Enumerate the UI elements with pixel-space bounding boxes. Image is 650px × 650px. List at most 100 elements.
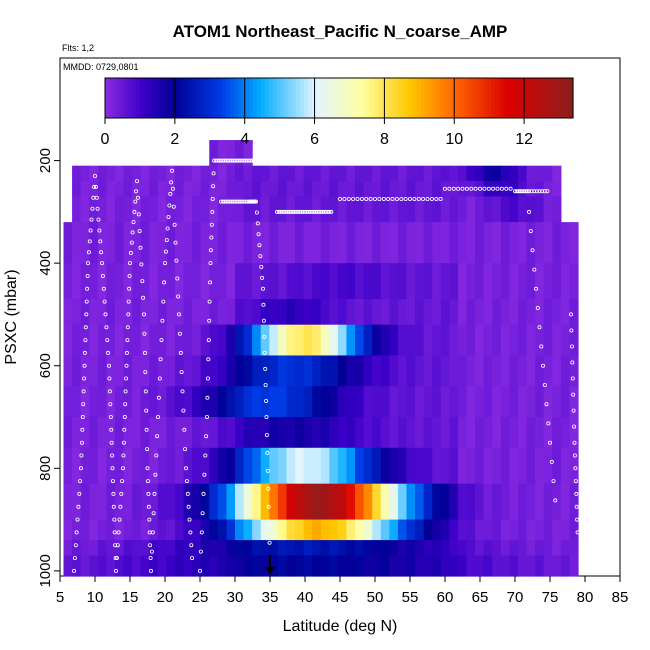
heat-cell (457, 263, 468, 300)
heat-cell (123, 324, 133, 357)
heat-cell (174, 181, 185, 198)
track-point (179, 370, 184, 375)
heat-cell (157, 447, 168, 485)
heat-cell (97, 196, 107, 223)
heat-cell (183, 324, 193, 357)
heat-cell (157, 555, 168, 577)
heat-cell (72, 196, 82, 223)
heat-cell (517, 299, 528, 326)
heat-cell (235, 324, 245, 357)
heat-cell (312, 299, 322, 326)
track-point (482, 186, 487, 191)
heat-cell (415, 181, 425, 198)
heat-cell (492, 181, 502, 198)
track-point (99, 250, 104, 255)
heat-cell (337, 222, 348, 264)
heat-cell (535, 540, 545, 557)
track-point (532, 189, 537, 194)
colorbar-segment (214, 78, 219, 118)
heat-cell (174, 447, 185, 485)
heat-cell (174, 540, 185, 557)
track-point (114, 556, 119, 561)
heat-cell (260, 222, 270, 264)
heat-cell (114, 181, 125, 198)
heat-cell (389, 519, 399, 541)
track-point (469, 186, 474, 191)
heat-cell (337, 181, 348, 198)
heat-cell (440, 447, 450, 485)
track-point (136, 212, 141, 217)
heat-cell (483, 483, 493, 521)
heat-cell (466, 447, 476, 485)
colorbar-segment (569, 78, 574, 118)
heat-cell (466, 355, 476, 387)
heat-cell (449, 447, 459, 485)
heat-cell (500, 222, 510, 264)
track-point (161, 299, 166, 304)
heat-cell (449, 263, 459, 300)
heat-cell (200, 222, 210, 264)
track-point (148, 543, 153, 548)
heat-cell (269, 355, 279, 387)
heat-cell (140, 483, 150, 521)
heat-cell (192, 299, 202, 326)
track-point (98, 239, 103, 244)
track-point (124, 350, 129, 355)
heat-cell (226, 263, 236, 300)
heat-cell (337, 417, 348, 449)
heat-cell (449, 555, 459, 577)
heat-cell (363, 196, 373, 223)
track-point (252, 158, 257, 163)
track-point (416, 196, 421, 201)
colorbar-segment (545, 78, 551, 118)
heat-cell (320, 540, 330, 557)
heat-cell (72, 519, 82, 541)
track-point (110, 479, 115, 484)
colorbar-tick-label: 10 (445, 131, 463, 148)
heat-cell (286, 196, 296, 223)
heat-cell (363, 299, 373, 326)
heat-cell (192, 263, 202, 300)
colorbar-segment (194, 78, 200, 118)
colorbar-segment (179, 78, 184, 118)
heat-cell (80, 222, 90, 264)
heat-cell (329, 222, 339, 264)
heat-cell (406, 299, 416, 326)
track-point (170, 186, 175, 191)
heat-cell (389, 355, 399, 387)
heat-cell (500, 483, 510, 521)
colorbar-segment (186, 78, 192, 118)
flight-track-points (72, 158, 580, 573)
heat-cell (543, 519, 553, 541)
heat-cell (500, 165, 510, 182)
track-point (202, 472, 207, 477)
heat-cell (200, 555, 210, 577)
heat-cell (363, 386, 373, 418)
heat-cell (286, 299, 296, 326)
heat-cell (286, 165, 296, 182)
heat-cell (269, 181, 279, 198)
colorbar-segment (151, 78, 157, 118)
heat-cell (63, 299, 73, 326)
heat-cell (174, 417, 185, 449)
heat-cell (114, 324, 125, 357)
colorbar-segment (565, 78, 570, 118)
track-point (342, 196, 347, 201)
colorbar-segment (342, 78, 348, 118)
track-point (451, 186, 456, 191)
heat-cell (252, 355, 262, 387)
heat-cell (217, 222, 228, 264)
colorbar-segment (459, 78, 465, 118)
heat-cell (192, 196, 202, 223)
colorbar-segment (370, 78, 375, 118)
heat-cell (260, 324, 270, 357)
heat-cell (346, 555, 356, 577)
heat-cell (380, 447, 390, 485)
track-point (134, 179, 139, 184)
track-point (182, 427, 187, 432)
heat-cell (380, 181, 390, 198)
heat-cell (569, 324, 579, 357)
heat-cell (269, 386, 279, 418)
heat-cell (517, 417, 528, 449)
heat-cell (166, 447, 176, 485)
